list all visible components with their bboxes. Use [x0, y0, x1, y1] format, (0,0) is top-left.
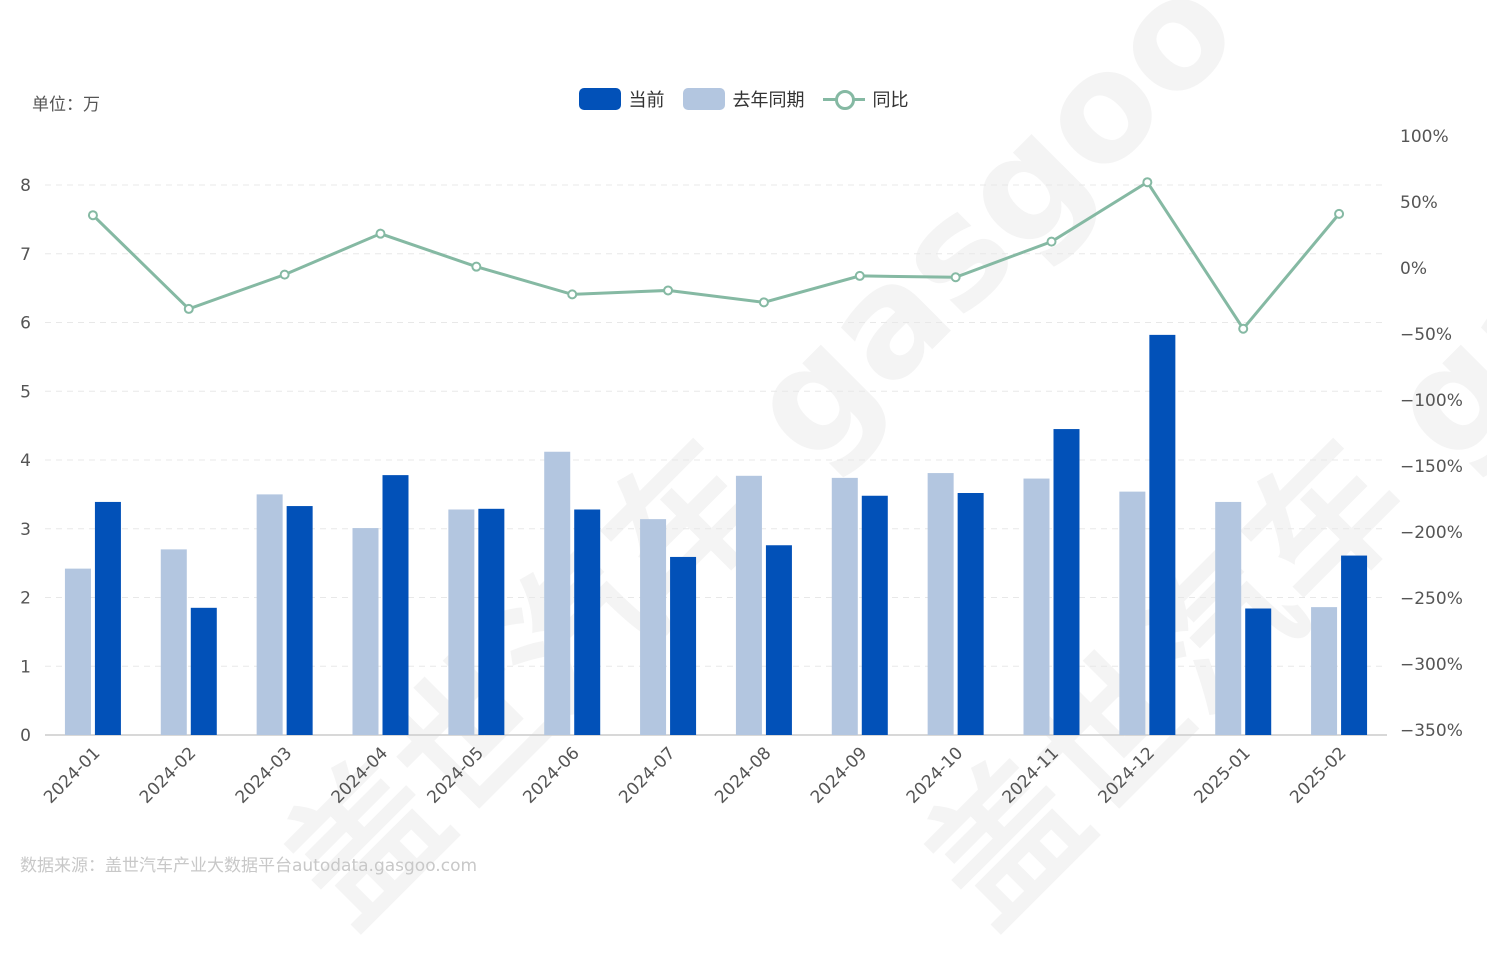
x-tick-label: 2024-02 — [136, 743, 200, 807]
left-tick-label: 8 — [20, 176, 31, 196]
yoy-point — [375, 228, 386, 239]
right-tick-label: −150% — [1400, 457, 1463, 477]
yoy-point — [1238, 323, 1249, 334]
x-tick-label: 2024-03 — [232, 743, 296, 807]
legend-item-current[interactable]: 当前 — [578, 86, 665, 112]
legend-label-yoy: 同比 — [872, 90, 909, 111]
bar-current — [190, 607, 217, 735]
x-tick-label: 2025-02 — [1286, 743, 1350, 807]
source-label: 数据来源：盖世汽车产业大数据平台autodata.gasgoo.com — [20, 856, 478, 876]
x-tick-label: 2024-12 — [1095, 743, 1159, 807]
right-tick-label: −250% — [1400, 589, 1463, 609]
left-tick-label: 5 — [20, 382, 31, 402]
x-tick-label: 2024-09 — [807, 743, 871, 807]
legend-item-yoy[interactable]: 同比 — [822, 86, 909, 112]
bar-current — [286, 506, 313, 735]
yoy-point — [758, 297, 769, 308]
legend-label-current: 当前 — [628, 90, 665, 111]
yoy-polyline — [91, 180, 1341, 332]
right-axis-ticks: 100% 50% 0% −50% −100% −150% −200% −250% −300% −3… — [1400, 127, 1463, 741]
left-tick-label: 3 — [20, 520, 31, 540]
yoy-point — [183, 303, 194, 314]
bar-current — [94, 501, 121, 735]
yoy-point — [567, 289, 578, 300]
legend-item-last-year[interactable]: 去年同期 — [682, 86, 805, 112]
bars — [64, 334, 1368, 735]
yoy-point — [663, 285, 674, 296]
bar-last-year — [352, 528, 379, 735]
bar-current — [1341, 555, 1368, 735]
x-tick-label: 2024-04 — [328, 743, 392, 807]
right-tick-label: −200% — [1400, 523, 1463, 543]
legend-swatch-current — [578, 88, 621, 110]
x-tick-label: 2024-05 — [424, 743, 488, 807]
right-tick-label: 50% — [1400, 193, 1438, 213]
bar-last-year — [544, 451, 571, 735]
x-tick-label: 2024-06 — [519, 743, 583, 807]
right-tick-label: −300% — [1400, 655, 1463, 675]
bar-last-year — [927, 473, 954, 735]
x-tick-label: 2024-08 — [711, 743, 775, 807]
bar-current — [382, 475, 409, 735]
bar-current — [574, 509, 601, 735]
right-tick-label: 100% — [1400, 127, 1449, 147]
bar-current — [765, 545, 792, 735]
yoy-point — [950, 272, 961, 283]
left-axis-ticks: 0 1 2 3 4 5 6 7 8 — [20, 176, 31, 746]
bar-current — [478, 508, 505, 735]
bar-last-year — [256, 494, 283, 735]
right-tick-label: −350% — [1400, 721, 1463, 741]
x-tick-label: 2024-01 — [40, 743, 104, 807]
bar-last-year — [735, 475, 762, 735]
x-tick-label: 2025-01 — [1190, 743, 1254, 807]
chart-plot: 0 1 2 3 4 5 6 7 8 100% 50% 0% −50% −100% −150% −200% −2… — [20, 127, 1463, 808]
bar-last-year — [640, 519, 667, 735]
unit-label: 单位：万 — [32, 95, 100, 115]
right-tick-label: 0% — [1400, 259, 1427, 279]
yoy-line — [87, 177, 1345, 334]
left-tick-label: 7 — [20, 245, 31, 265]
bar-current — [861, 495, 888, 735]
legend-swatch-last-year — [682, 88, 725, 110]
bar-last-year — [1311, 607, 1338, 735]
left-tick-label: 1 — [20, 657, 31, 677]
bar-last-year — [1023, 478, 1050, 735]
yoy-point — [87, 210, 98, 221]
left-tick-label: 0 — [20, 726, 31, 746]
left-tick-label: 4 — [20, 451, 31, 471]
bar-current — [670, 556, 697, 735]
legend-swatch-yoy — [822, 88, 865, 110]
bar-last-year — [831, 477, 858, 735]
yoy-point — [1142, 177, 1153, 188]
x-axis-ticks: 2024-01 2024-02 2024-03 2024-04 2024-05 2024-… — [40, 743, 1351, 807]
bar-current — [1245, 608, 1272, 735]
right-tick-label: −50% — [1400, 325, 1452, 345]
legend: 当前 去年同期 同比 — [0, 86, 1487, 112]
grid-lines — [45, 184, 1387, 736]
right-tick-label: −100% — [1400, 391, 1463, 411]
bar-current — [957, 493, 984, 735]
bar-current — [1149, 334, 1176, 735]
yoy-point — [854, 270, 865, 281]
yoy-point — [1046, 236, 1057, 247]
left-tick-label: 2 — [20, 589, 31, 609]
yoy-point — [471, 261, 482, 272]
legend-label-last-year: 去年同期 — [732, 90, 805, 111]
left-tick-label: 6 — [20, 314, 31, 334]
yoy-point — [279, 269, 290, 280]
bar-last-year — [1119, 491, 1146, 735]
x-tick-label: 2024-07 — [615, 743, 679, 807]
yoy-point — [1334, 208, 1345, 219]
x-tick-label: 2024-10 — [903, 743, 967, 807]
bar-last-year — [1215, 501, 1242, 735]
bar-last-year — [160, 549, 187, 735]
bar-last-year — [448, 509, 475, 735]
x-tick-label: 2024-11 — [999, 743, 1063, 807]
bar-current — [1053, 429, 1080, 735]
bar-last-year — [64, 568, 91, 735]
